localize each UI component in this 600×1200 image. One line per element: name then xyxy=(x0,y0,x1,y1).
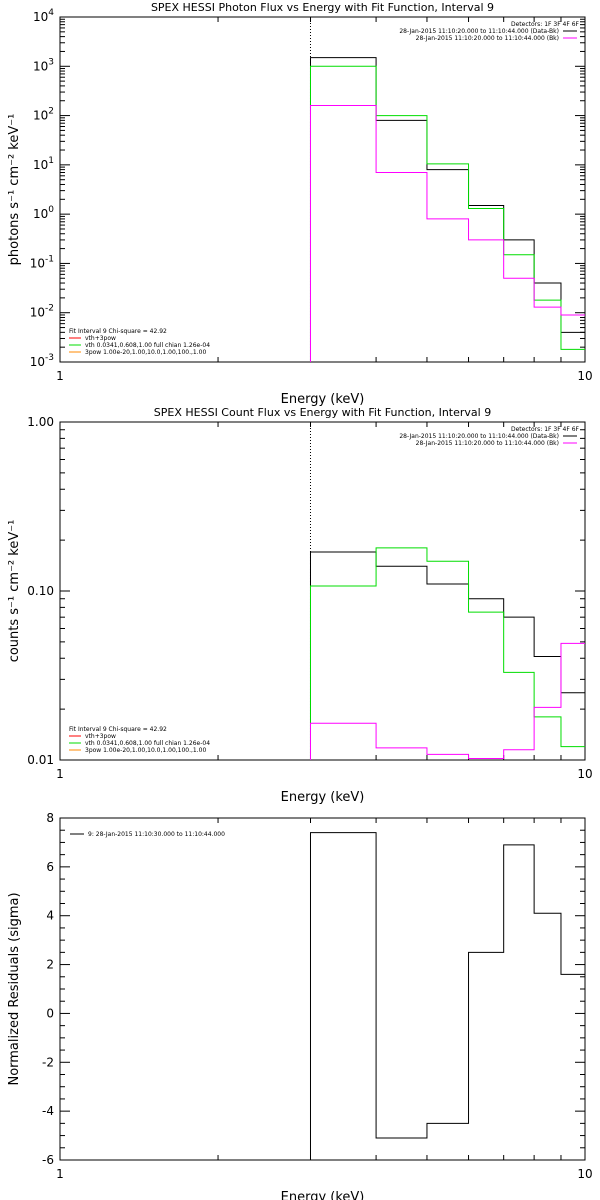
x-axis-label: Energy (keV) xyxy=(281,790,365,805)
x-tick-label: 10 xyxy=(577,1167,592,1181)
plot-3: 1 10 Energy (keV) -6 -4 -2 0 2 4 6 8 Normalized Res… xyxy=(7,811,593,1200)
y-tick-base: 10 xyxy=(30,355,45,369)
series-3-histogram xyxy=(309,642,585,760)
y-tick-exponent: 3 xyxy=(48,57,54,67)
legend-entry: vth 0.0341,0.608,1.00 full chian 1.26e-0… xyxy=(85,740,210,747)
series-3-histogram xyxy=(309,105,585,362)
y-tick-label: 8 xyxy=(46,811,54,825)
legend-entry: vth 0.0341,0.608,1.00 full chian 1.26e-0… xyxy=(85,342,210,349)
y-tick-label: 0.10 xyxy=(27,584,54,598)
y-tick-label: 6 xyxy=(46,860,54,874)
legend-entry: 28-Jan-2015 11:10:20.000 to 11:10:44.000… xyxy=(416,35,559,42)
y-tick-exponent: -1 xyxy=(45,254,54,264)
x-tick-label: 1 xyxy=(56,767,64,781)
y-tick-exponent: 0 xyxy=(48,205,54,215)
legend-entry: 28-Jan-2015 11:10:20.000 to 11:10:44.000… xyxy=(416,440,559,447)
series-1-histogram xyxy=(309,551,585,760)
y-axis-label: Normalized Residuals (sigma) xyxy=(7,892,22,1085)
legend-entry: 3pow 1.00e-20,1.00,10.0,1.00,100.,1.00 xyxy=(85,747,206,754)
y-tick-label: -2 xyxy=(42,1055,54,1069)
y-axis: -6 -4 -2 0 2 4 6 8 xyxy=(42,811,585,1167)
y-tick-label: -6 xyxy=(42,1153,54,1167)
y-tick-label: 1.00 xyxy=(27,415,54,429)
y-tick-label: -4 xyxy=(42,1104,54,1118)
y-tick-label: 103 xyxy=(33,57,54,73)
x-axis: 1 10 xyxy=(56,422,593,781)
x-axis-label: Energy (keV) xyxy=(281,1190,365,1200)
y-axis-label: photons s⁻¹ cm⁻² keV⁻¹ xyxy=(7,114,22,266)
legend-entry: 9: 28-Jan-2015 11:10:30.000 to 11:10:44.… xyxy=(88,831,225,838)
legend-fit-header: Fit Interval 9 Chi-square = 42.92 xyxy=(69,726,167,733)
legend-entry: 28-Jan-2015 11:10:20.000 to 11:10:44.000… xyxy=(399,28,559,35)
y-tick-label: 10-3 xyxy=(30,353,54,369)
y-tick-label: 10-1 xyxy=(30,254,54,270)
x-tick-label: 1 xyxy=(56,369,64,383)
y-tick-label: 102 xyxy=(33,107,54,123)
series-1-histogram xyxy=(309,832,585,1160)
x-axis-label: Energy (keV) xyxy=(281,392,365,407)
y-tick-base: 10 xyxy=(33,158,48,172)
y-tick-exponent: 4 xyxy=(48,8,54,18)
series-2-histogram xyxy=(309,65,585,362)
y-tick-base: 10 xyxy=(33,207,48,221)
legend-entry: 28-Jan-2015 11:10:20.000 to 11:10:44.000… xyxy=(399,433,559,440)
y-axis-label: counts s⁻¹ cm⁻² keV⁻¹ xyxy=(7,520,22,663)
legend-entry: vth+3pow xyxy=(85,335,116,342)
y-tick-label: 0.01 xyxy=(27,753,54,767)
legend-bottom-left: Fit Interval 9 Chi-square = 42.92vth+3po… xyxy=(69,328,210,356)
y-tick-exponent: -2 xyxy=(45,304,54,314)
x-axis: 1 10 xyxy=(56,818,593,1181)
y-tick-label: 104 xyxy=(33,8,54,24)
plot-frame xyxy=(59,421,586,761)
plot-1: SPEX HESSI Photon Flux vs Energy with Fi… xyxy=(7,1,593,407)
y-tick-label: 101 xyxy=(33,156,54,172)
y-tick-base: 10 xyxy=(33,109,48,123)
legend-top-left: 9: 28-Jan-2015 11:10:30.000 to 11:10:44.… xyxy=(70,831,225,838)
x-tick-label: 1 xyxy=(56,1167,64,1181)
plot-title: SPEX HESSI Count Flux vs Energy with Fit… xyxy=(154,406,491,419)
y-tick-exponent: 1 xyxy=(48,156,54,166)
y-tick-base: 10 xyxy=(30,256,45,270)
legend-bottom-left: Fit Interval 9 Chi-square = 42.92vth+3po… xyxy=(69,726,210,754)
x-tick-label: 10 xyxy=(577,767,592,781)
legend-detectors: Detectors: 1F 3F 4F 6F xyxy=(511,426,580,433)
legend-detectors: Detectors: 1F 3F 4F 6F xyxy=(511,21,580,28)
y-tick-exponent: -3 xyxy=(45,353,54,363)
y-tick-label: 100 xyxy=(33,205,54,221)
y-tick-label: 2 xyxy=(46,958,54,972)
legend-fit-header: Fit Interval 9 Chi-square = 42.92 xyxy=(69,328,167,335)
legend-entry: 3pow 1.00e-20,1.00,10.0,1.00,100.,1.00 xyxy=(85,349,206,356)
y-axis: 0.01 0.10 1.00 xyxy=(27,415,585,767)
series-2-histogram xyxy=(309,547,585,760)
y-tick-label: 10-2 xyxy=(30,304,54,320)
x-tick-label: 10 xyxy=(577,369,592,383)
legend-entry: vth+3pow xyxy=(85,733,116,740)
y-tick-base: 10 xyxy=(33,59,48,73)
series-1-histogram xyxy=(309,57,585,362)
y-tick-base: 10 xyxy=(33,10,48,24)
y-tick-label: 0 xyxy=(46,1006,54,1020)
plot-2: SPEX HESSI Count Flux vs Energy with Fit… xyxy=(7,406,593,805)
plot-title: SPEX HESSI Photon Flux vs Energy with Fi… xyxy=(151,1,494,14)
plot-frame xyxy=(59,817,586,1161)
y-tick-label: 4 xyxy=(46,909,54,923)
y-tick-base: 10 xyxy=(30,306,45,320)
y-tick-exponent: 2 xyxy=(48,107,54,117)
plot-frame xyxy=(59,16,586,363)
